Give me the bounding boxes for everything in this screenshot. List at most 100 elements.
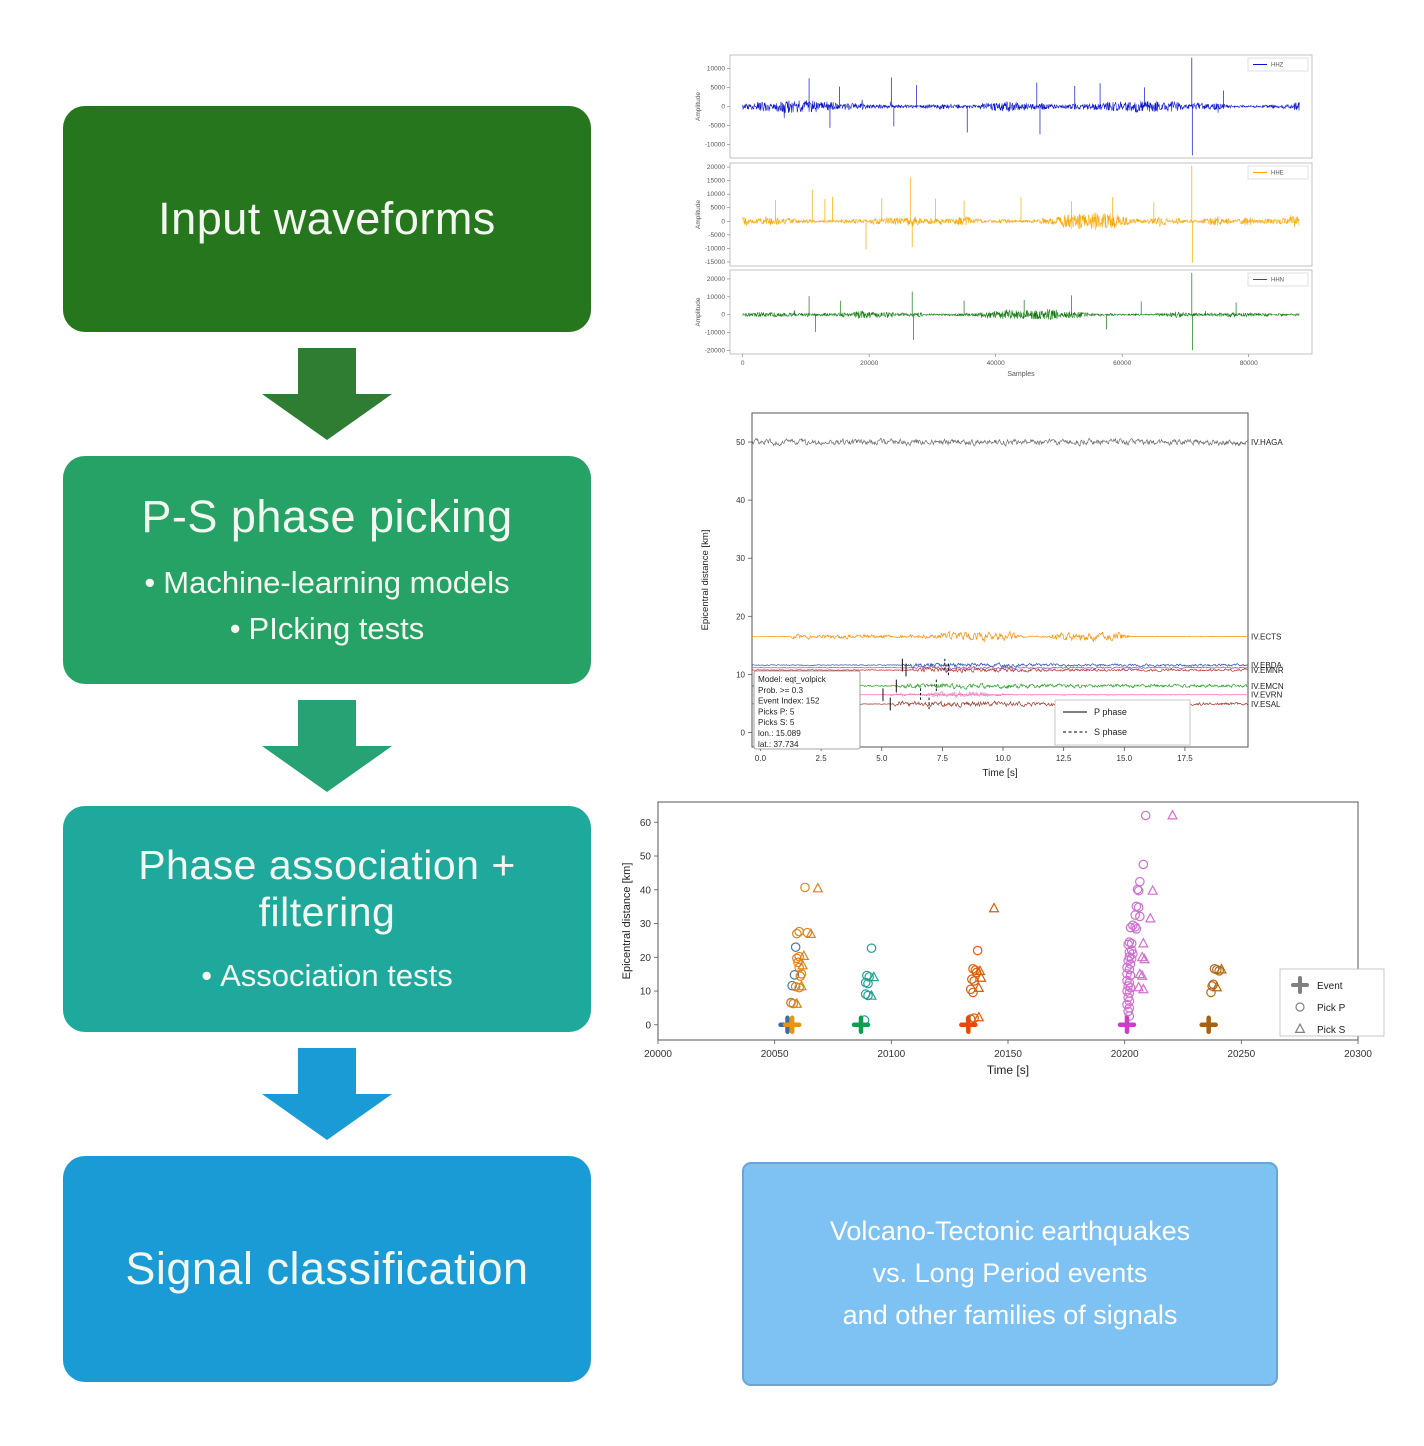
svg-text:20: 20 [736, 612, 745, 621]
svg-text:P phase: P phase [1094, 707, 1127, 717]
svg-text:IV.ESAL: IV.ESAL [1251, 700, 1281, 709]
box-title-association: Phase association + filtering [138, 841, 516, 935]
svg-text:10000: 10000 [707, 191, 725, 198]
bullet-association-tests: • Association tests [201, 956, 452, 996]
svg-text:40: 40 [640, 885, 652, 896]
down-arrow-icon [262, 1048, 392, 1140]
svg-text:20000: 20000 [860, 360, 878, 367]
svg-text:Picks P: 5: Picks P: 5 [758, 707, 795, 716]
svg-text:20050: 20050 [761, 1049, 789, 1060]
note-line: Volcano-Tectonic earthquakes [829, 1216, 1191, 1247]
bullet-icon: • [144, 564, 156, 600]
svg-text:Event: Event [1317, 981, 1343, 992]
association-bullets: • Association tests [201, 950, 452, 996]
svg-text:20: 20 [640, 953, 652, 964]
flow-box-association: Phase association + filtering • Associati… [63, 806, 591, 1032]
flow-box-classification: Signal classification [63, 1156, 591, 1382]
svg-text:lon.: 15.089: lon.: 15.089 [758, 729, 801, 738]
svg-text:0: 0 [645, 1020, 651, 1031]
svg-text:0: 0 [721, 218, 725, 225]
svg-text:10000: 10000 [707, 294, 725, 301]
bullet-machine-learning: • Machine-learning models [144, 563, 509, 603]
note-line: vs. Long Period events [872, 1258, 1148, 1289]
svg-text:0.0: 0.0 [755, 754, 767, 763]
svg-text:17.5: 17.5 [1177, 754, 1193, 763]
note-line: and other families of signals [842, 1299, 1178, 1330]
down-arrow-icon [262, 700, 392, 792]
svg-text:-5000: -5000 [708, 123, 725, 130]
down-arrow-1 [262, 348, 392, 440]
svg-text:Time [s]: Time [s] [982, 768, 1017, 779]
svg-text:0: 0 [741, 728, 746, 737]
box-title-classification: Signal classification [125, 1243, 529, 1295]
svg-text:60: 60 [640, 818, 652, 829]
down-arrow-2 [262, 700, 392, 792]
flow-box-phase-picking: P-S phase picking • Machine-learning mode… [63, 456, 591, 684]
svg-text:10: 10 [640, 987, 652, 998]
svg-text:Picks S: 5: Picks S: 5 [758, 718, 795, 727]
down-arrow-3 [262, 1048, 392, 1140]
flow-box-input-waveforms: Input waveforms [63, 106, 591, 332]
classification-note: Volcano-Tectonic earthquakes vs. Long Pe… [742, 1162, 1278, 1386]
svg-text:5000: 5000 [711, 205, 726, 212]
svg-text:Time [s]: Time [s] [987, 1063, 1029, 1077]
box-title-phase-picking: P-S phase picking [141, 490, 513, 542]
svg-text:0: 0 [721, 104, 725, 111]
svg-text:50: 50 [640, 852, 652, 863]
svg-text:30: 30 [640, 919, 652, 930]
svg-text:-15000: -15000 [705, 259, 726, 266]
svg-text:-10000: -10000 [705, 142, 726, 149]
svg-text:50: 50 [736, 438, 745, 447]
svg-text:10.0: 10.0 [995, 754, 1011, 763]
svg-text:Samples: Samples [1007, 371, 1035, 378]
phase-picking-chart: 0 10 20 30 40 50 0.0 2.5 5.0 7.5 10.0 12.5 15.0 17.5 T… [682, 395, 1424, 787]
svg-text:20000: 20000 [707, 164, 725, 171]
svg-text:IV.HAGA: IV.HAGA [1251, 438, 1283, 447]
svg-text:Pick S: Pick S [1317, 1025, 1346, 1036]
svg-text:-5000: -5000 [708, 232, 725, 239]
bullet-text: Machine-learning models [163, 564, 510, 600]
svg-text:Prob. >= 0.3: Prob. >= 0.3 [758, 686, 804, 695]
svg-text:2.5: 2.5 [816, 754, 828, 763]
svg-text:20300: 20300 [1344, 1049, 1372, 1060]
svg-text:5000: 5000 [711, 84, 726, 91]
svg-text:HHN: HHN [1271, 278, 1284, 284]
box-title-input-waveforms: Input waveforms [158, 193, 496, 245]
bullet-icon: • [229, 610, 241, 646]
svg-text:lat.: 37.734: lat.: 37.734 [758, 740, 799, 749]
bullet-text: Association tests [220, 957, 453, 993]
svg-text:60000: 60000 [1113, 360, 1131, 367]
svg-text:Event Index: 152: Event Index: 152 [758, 697, 820, 706]
svg-text:-10000: -10000 [705, 245, 726, 252]
svg-text:Amplitude: Amplitude [695, 297, 702, 326]
svg-text:0: 0 [741, 360, 745, 367]
phase-picking-bullets: • Machine-learning models • PIcking tests [144, 557, 509, 650]
svg-text:10000: 10000 [707, 65, 725, 72]
svg-text:20200: 20200 [1111, 1049, 1139, 1060]
svg-text:80000: 80000 [1240, 360, 1258, 367]
svg-text:0: 0 [721, 312, 725, 319]
svg-text:20000: 20000 [644, 1049, 672, 1060]
bullet-text: PIcking tests [248, 610, 425, 646]
svg-text:-20000: -20000 [705, 347, 726, 354]
svg-text:5.0: 5.0 [876, 754, 888, 763]
svg-text:S phase: S phase [1094, 727, 1127, 737]
phase-association-chart: 0 10 20 30 40 50 60 20000 20050 20100 20150 20200 20… [616, 788, 1416, 1090]
svg-text:Model: eqt_volpick: Model: eqt_volpick [758, 675, 827, 684]
svg-text:40: 40 [736, 496, 745, 505]
svg-text:IV.EVRN: IV.EVRN [1251, 691, 1282, 700]
svg-text:12.5: 12.5 [1056, 754, 1072, 763]
svg-text:20250: 20250 [1227, 1049, 1255, 1060]
bullet-icon: • [201, 957, 213, 993]
svg-text:IV.EMCN: IV.EMCN [1251, 682, 1284, 691]
svg-text:Pick P: Pick P [1317, 1003, 1346, 1014]
svg-text:30: 30 [736, 554, 745, 563]
svg-text:HHZ: HHZ [1271, 63, 1284, 69]
svg-text:Epicentral distance [km]: Epicentral distance [km] [621, 863, 633, 980]
svg-text:10: 10 [736, 670, 745, 679]
svg-text:40000: 40000 [987, 360, 1005, 367]
svg-text:-10000: -10000 [705, 330, 726, 337]
bullet-picking-tests: • PIcking tests [144, 609, 509, 649]
svg-text:Amplitude: Amplitude [695, 92, 702, 121]
